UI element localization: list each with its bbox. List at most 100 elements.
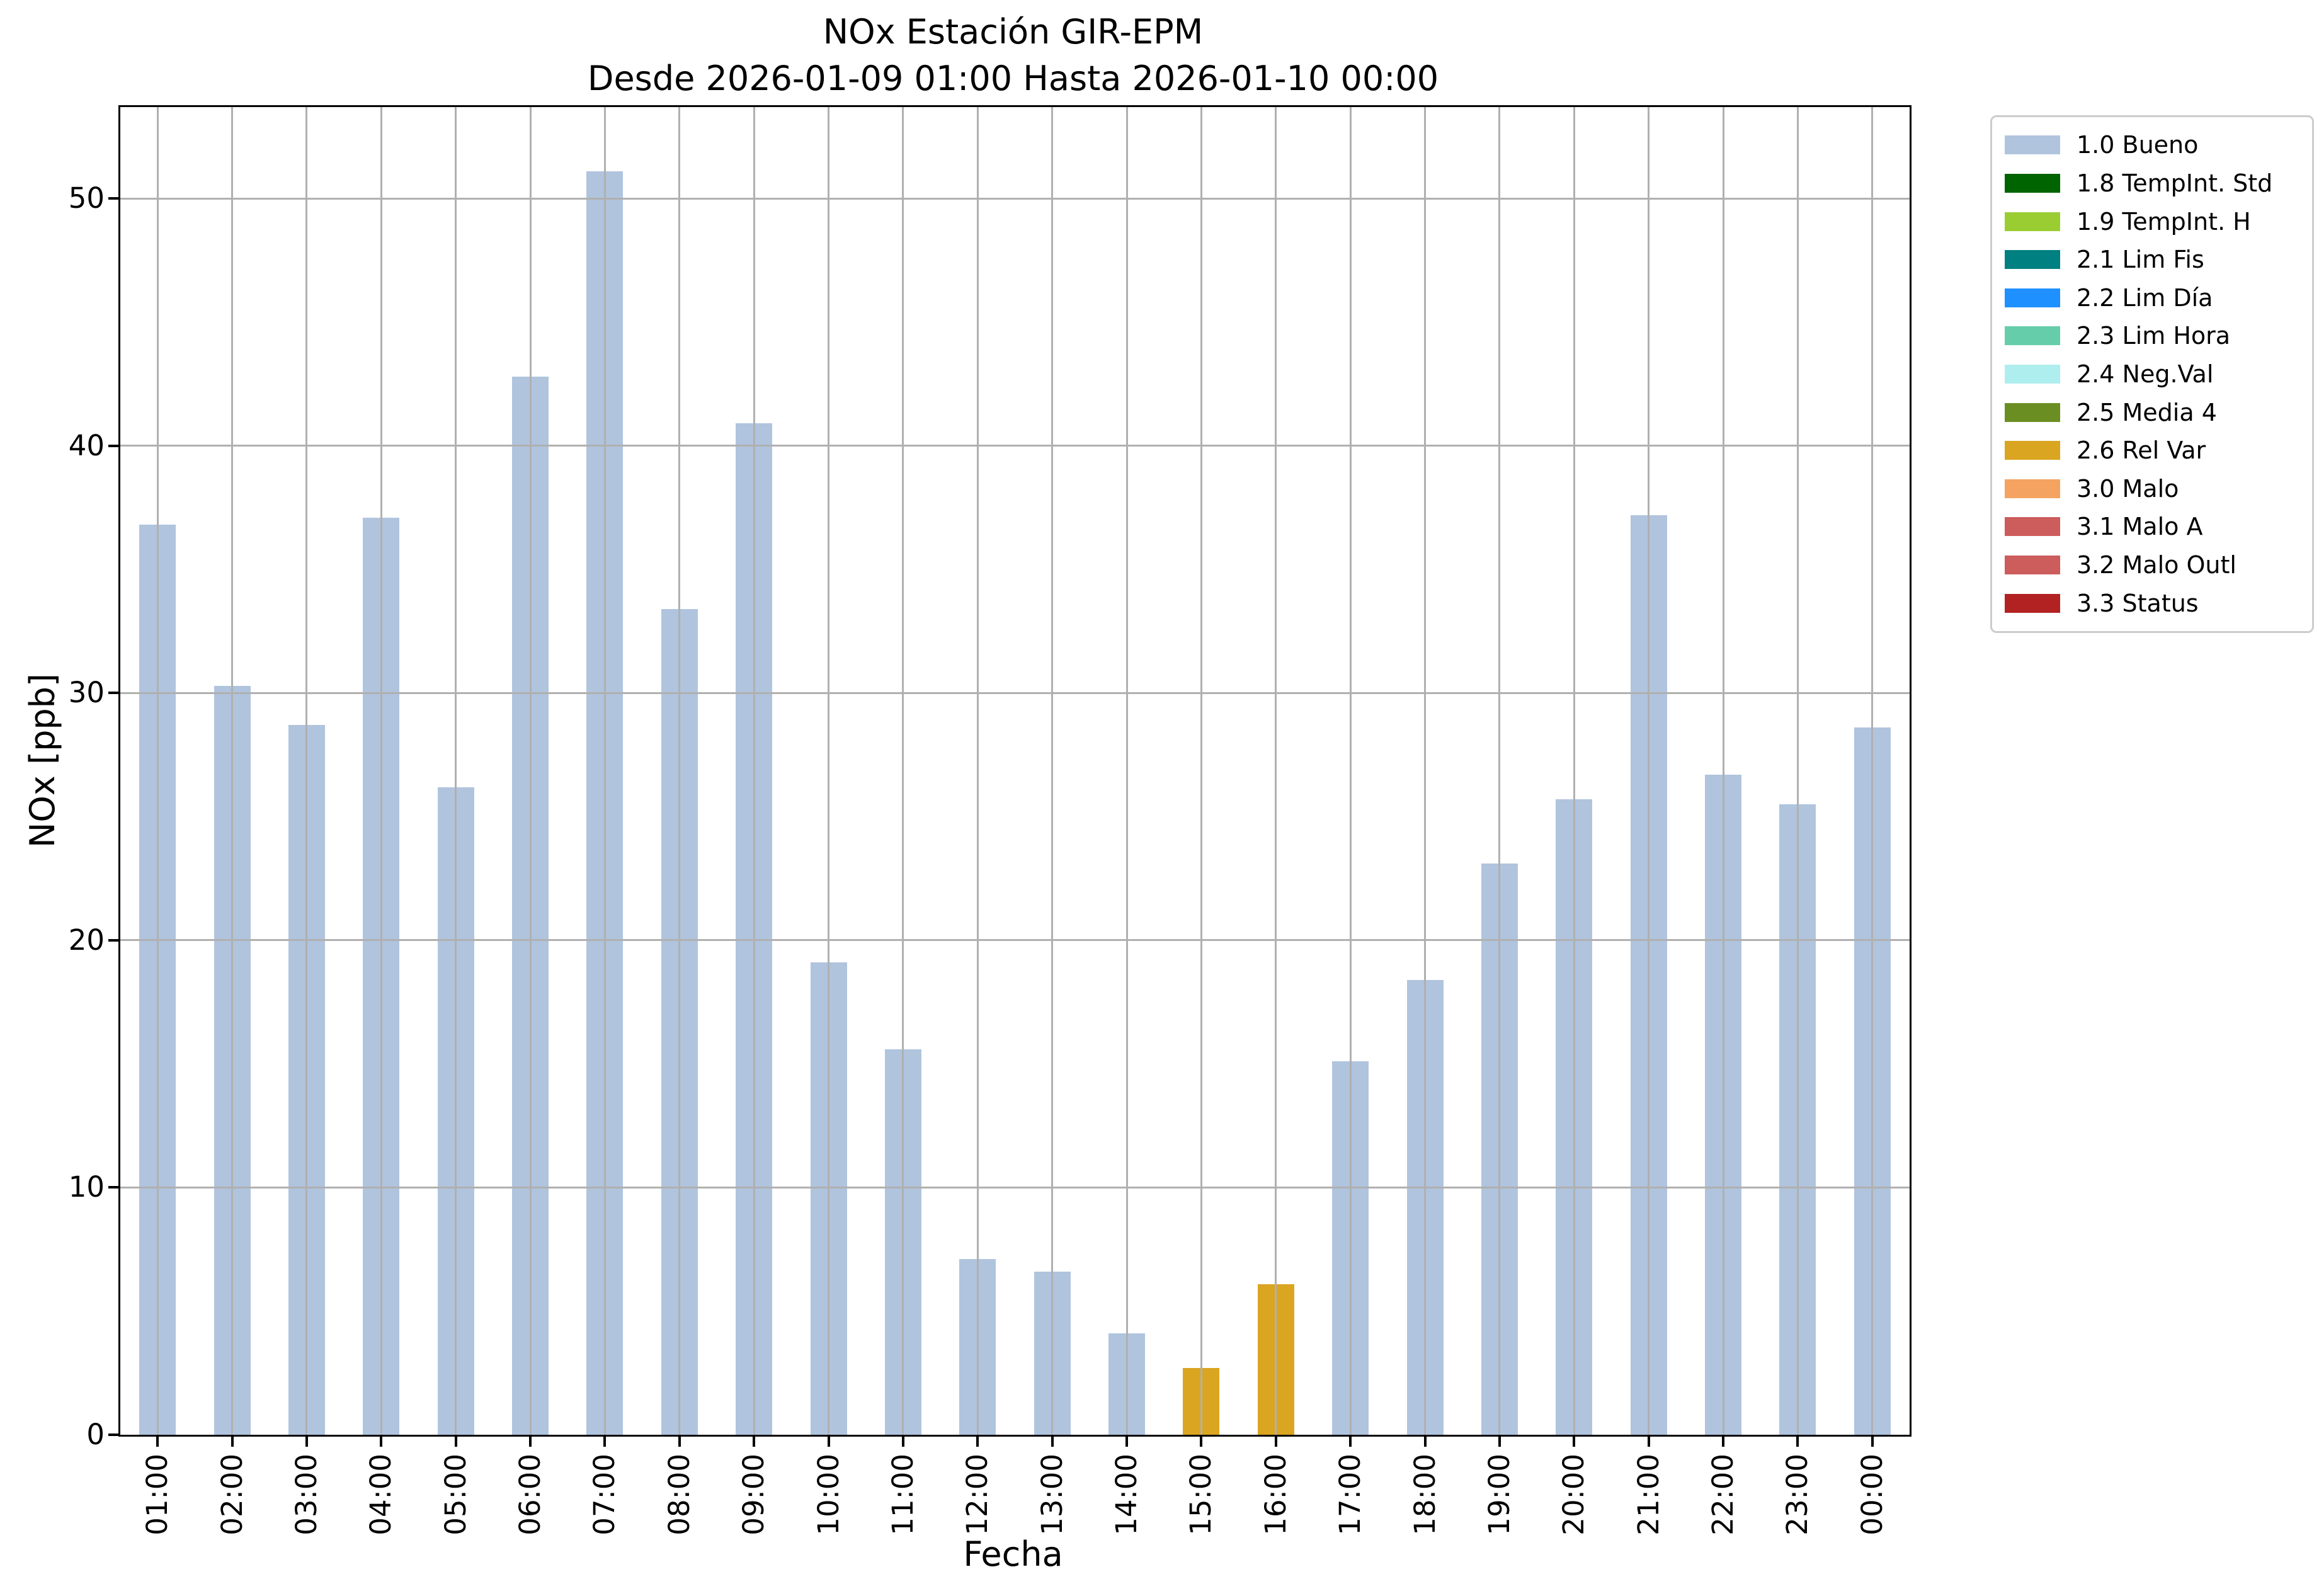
- legend-swatch: [2005, 593, 2060, 613]
- x-tick-label: 17:00: [1333, 1454, 1367, 1536]
- legend-label: 1.8 TempInt. Std: [2077, 169, 2273, 197]
- x-tick-label: 19:00: [1482, 1454, 1516, 1536]
- x-tick-mark: [678, 1437, 681, 1447]
- legend-item-1.8: 1.8 TempInt. Std: [2005, 165, 2299, 202]
- legend-swatch: [2005, 364, 2060, 384]
- x-tick-label: 02:00: [215, 1454, 249, 1536]
- x-tick-label: 09:00: [737, 1454, 771, 1536]
- x-tick-mark: [1871, 1437, 1874, 1447]
- legend-label: 1.9 TempInt. H: [2077, 207, 2251, 236]
- legend-swatch: [2005, 250, 2060, 270]
- x-tick-label: 13:00: [1035, 1454, 1069, 1536]
- x-tick-mark: [305, 1437, 308, 1447]
- x-tick-mark: [1274, 1437, 1277, 1447]
- y-tick-mark: [108, 197, 118, 200]
- vertical-gridline: [529, 107, 532, 1435]
- legend-label: 2.5 Media 4: [2077, 398, 2217, 426]
- chart-title: NOx Estación GIR-EPM Desde 2026-01-09 01…: [118, 9, 1908, 102]
- x-tick-label: 16:00: [1258, 1454, 1292, 1536]
- y-tick-label: 0: [86, 1418, 105, 1451]
- x-tick-mark: [529, 1437, 532, 1447]
- x-tick-mark: [1125, 1437, 1129, 1447]
- x-tick-mark: [231, 1437, 234, 1447]
- x-tick-label: 00:00: [1855, 1454, 1889, 1536]
- x-axis-label: Fecha: [963, 1534, 1063, 1574]
- x-tick-mark: [1722, 1437, 1725, 1447]
- x-tick-mark: [901, 1437, 904, 1447]
- y-tick-mark: [108, 1434, 118, 1436]
- legend-item-3.0: 3.0 Malo: [2005, 470, 2299, 507]
- vertical-gridline: [1648, 107, 1650, 1435]
- x-tick-label: 06:00: [513, 1454, 547, 1536]
- plot-area: 01:00 02:00 03:00 04:00 05:00 06:00 07:00 08:00…: [69, 105, 1912, 1536]
- y-tick-label: 50: [68, 181, 105, 215]
- vertical-gridline: [1871, 107, 1874, 1435]
- legend-label: 3.0 Malo: [2077, 474, 2179, 503]
- x-tick-mark: [827, 1437, 830, 1447]
- horizontal-gridline: [120, 939, 1910, 942]
- x-tick-mark: [1647, 1437, 1650, 1447]
- vertical-gridline: [678, 107, 681, 1435]
- vertical-gridline: [828, 107, 830, 1435]
- legend-swatch: [2005, 173, 2060, 193]
- x-tick-label: 18:00: [1408, 1454, 1442, 1536]
- x-tick-mark: [1423, 1437, 1427, 1447]
- horizontal-gridline: [120, 1186, 1910, 1188]
- legend-item-1.9: 1.9 TempInt. H: [2005, 203, 2299, 240]
- x-tick-label: 15:00: [1184, 1454, 1218, 1536]
- x-tick-label: 21:00: [1631, 1454, 1665, 1536]
- x-tick-mark: [976, 1437, 979, 1447]
- vertical-gridline: [231, 107, 234, 1435]
- y-tick-label: 40: [68, 428, 105, 462]
- x-tick-label: 14:00: [1110, 1454, 1144, 1536]
- legend-label: 2.2 Lim Día: [2077, 283, 2213, 312]
- chart-title-line2: Desde 2026-01-09 01:00 Hasta 2026-01-10 …: [587, 59, 1439, 98]
- y-tick-mark: [108, 1186, 118, 1189]
- x-tick-mark: [380, 1437, 383, 1447]
- vertical-gridline: [380, 107, 382, 1435]
- legend-swatch: [2005, 135, 2060, 155]
- legend-label: 2.6 Rel Var: [2077, 436, 2206, 465]
- vertical-gridline: [1498, 107, 1501, 1435]
- legend: 1.0 Bueno 1.8 TempInt. Std 1.9 TempInt. H 2…: [1990, 115, 2314, 633]
- x-tick-mark: [1349, 1437, 1352, 1447]
- legend-item-2.2: 2.2 Lim Día: [2005, 280, 2299, 316]
- x-tick-label: 01:00: [140, 1454, 174, 1536]
- legend-swatch: [2005, 402, 2060, 422]
- vertical-gridline: [455, 107, 457, 1435]
- vertical-gridline: [1275, 107, 1277, 1435]
- y-tick-label: 10: [68, 1170, 105, 1204]
- y-tick-label: 30: [68, 676, 105, 710]
- legend-label: 2.1 Lim Fis: [2077, 246, 2204, 274]
- x-tick-mark: [1796, 1437, 1799, 1447]
- legend-item-2.4: 2.4 Neg.Val: [2005, 356, 2299, 392]
- horizontal-gridline: [120, 197, 1910, 200]
- legend-swatch: [2005, 326, 2060, 346]
- legend-label: 3.1 Malo A: [2077, 513, 2203, 541]
- x-tick-label: 04:00: [364, 1454, 398, 1536]
- vertical-gridline: [976, 107, 979, 1435]
- legend-item-1.0: 1.0 Bueno: [2005, 127, 2299, 163]
- x-tick-label: 23:00: [1781, 1454, 1815, 1536]
- x-tick-mark: [156, 1437, 159, 1447]
- vertical-gridline: [1796, 107, 1799, 1435]
- x-tick-label: 03:00: [289, 1454, 323, 1536]
- y-tick-label: 20: [68, 923, 105, 957]
- x-tick-label: 20:00: [1557, 1454, 1591, 1536]
- x-tick-label: 11:00: [886, 1454, 920, 1536]
- y-tick-mark: [108, 444, 118, 447]
- vertical-gridline: [1051, 107, 1054, 1435]
- x-tick-label: 12:00: [960, 1454, 994, 1536]
- horizontal-gridline: [120, 692, 1910, 694]
- legend-item-2.6: 2.6 Rel Var: [2005, 432, 2299, 469]
- vertical-gridline: [305, 107, 308, 1435]
- legend-item-2.5: 2.5 Media 4: [2005, 394, 2299, 431]
- legend-label: 2.4 Neg.Val: [2077, 360, 2214, 388]
- vertical-gridline: [1722, 107, 1724, 1435]
- vertical-gridline: [1125, 107, 1128, 1435]
- legend-label: 2.3 Lim Hora: [2077, 322, 2231, 350]
- y-tick-mark: [108, 938, 118, 942]
- legend-swatch: [2005, 288, 2060, 307]
- y-tick-mark: [108, 692, 118, 695]
